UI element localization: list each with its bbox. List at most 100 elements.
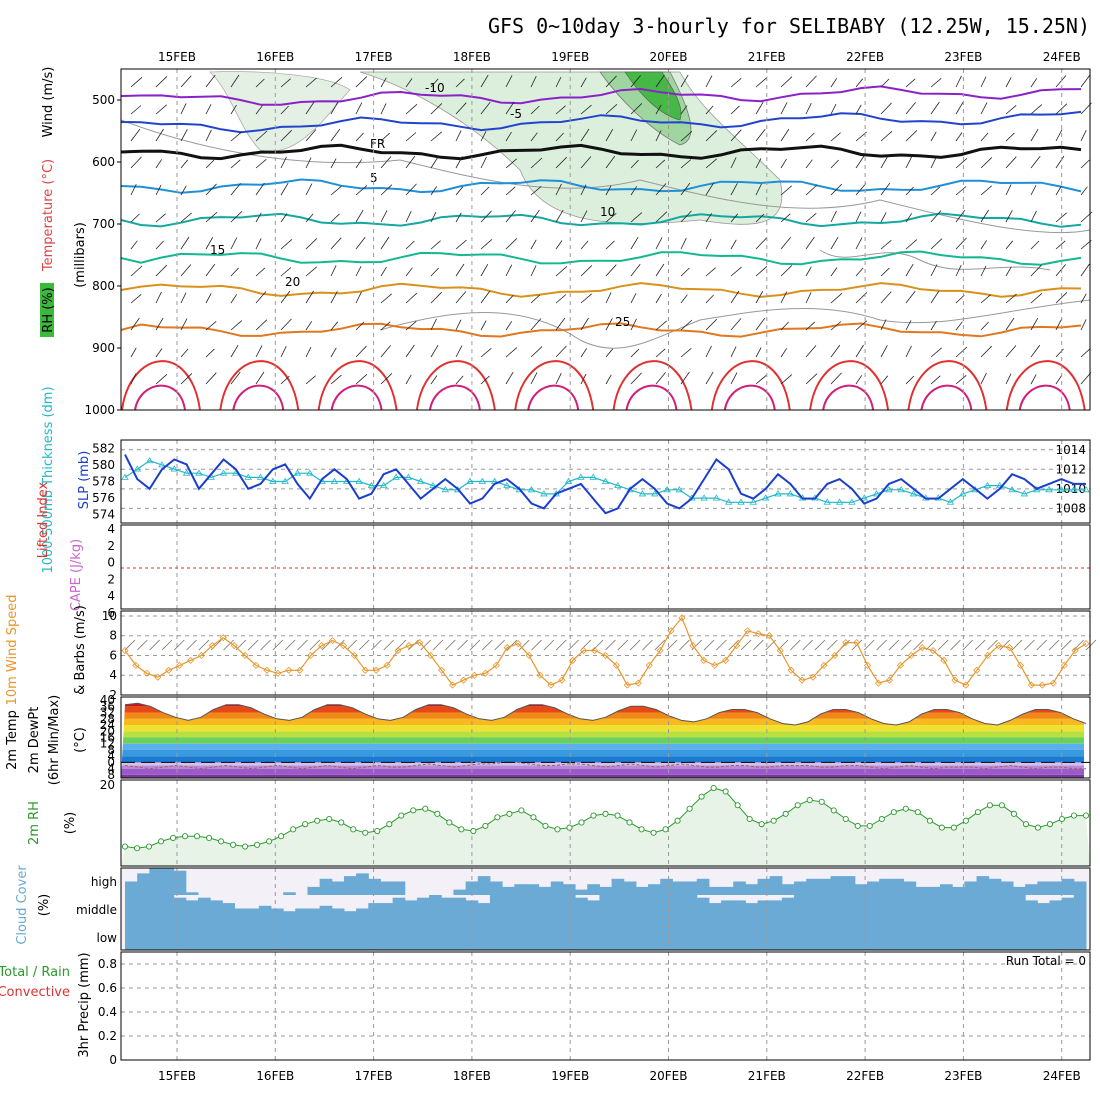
- wind-barb-10m: [617, 639, 629, 651]
- wind-barb: [205, 129, 212, 142]
- wind-barb: [380, 266, 387, 277]
- wind-barb: [805, 212, 817, 223]
- wind-barb-10m: [371, 639, 382, 651]
- wind-barb: [905, 102, 916, 115]
- wind-barb: [505, 238, 518, 250]
- cloud-bar-middle: [149, 895, 162, 922]
- cloud-bar-high: [854, 884, 868, 895]
- wind-barb: [780, 291, 788, 304]
- rh-point: [242, 843, 249, 850]
- cloud-bar-low: [684, 922, 698, 950]
- wind-barb: [505, 210, 516, 223]
- wind-barb-10m: [309, 639, 321, 651]
- cloud-bar-high: [538, 886, 552, 895]
- cloud-bar-low: [733, 922, 746, 950]
- wind-barb: [780, 76, 793, 88]
- wind-barb: [405, 210, 412, 223]
- wind-barb: [405, 104, 418, 115]
- slp-tick-label: 1014: [1055, 443, 1086, 457]
- wind-barb: [155, 374, 168, 385]
- cloud-bar-middle: [380, 903, 394, 922]
- bottom-date-label: 21FEB: [748, 1069, 786, 1083]
- wind-barb: [930, 101, 940, 115]
- wind-speed-point: [328, 637, 337, 645]
- thickness-point: [1033, 486, 1041, 493]
- wind-speed-point: [1016, 661, 1025, 669]
- wind-speed-point: [689, 642, 697, 650]
- cloud-bar-middle: [441, 897, 454, 922]
- cloud-bar-low: [611, 922, 625, 950]
- wind-speed-point: [241, 651, 249, 660]
- thickness-point: [1069, 486, 1078, 493]
- bottom-date-label: 15FEB: [158, 1069, 196, 1083]
- thickness-point: [158, 461, 166, 468]
- wind-barb: [205, 211, 218, 223]
- wind-barb: [555, 240, 563, 250]
- thickness-point: [1008, 486, 1016, 493]
- wind-barb: [205, 74, 216, 88]
- cloud-bar-low: [708, 922, 722, 950]
- cloud-bar-high: [465, 881, 479, 895]
- wind-barb: [630, 263, 641, 277]
- cloud-bar-middle: [489, 895, 503, 922]
- cloud-bar-high: [550, 881, 564, 895]
- wind-barb: [655, 104, 662, 115]
- wind-barb: [1005, 184, 1012, 196]
- wind-barb: [980, 157, 993, 169]
- rh-point: [566, 824, 573, 831]
- wind-barb: [305, 290, 314, 304]
- wind-speed-point: [656, 646, 664, 655]
- rh2m-axis-label: 2m RH: [27, 801, 42, 845]
- wind-speed-point: [143, 669, 151, 677]
- wind-barb: [1080, 372, 1092, 385]
- wind-barb: [705, 105, 714, 115]
- thickness-point: [503, 481, 511, 489]
- rh-point: [446, 819, 453, 826]
- upper-air-y-label: (millibars): [73, 222, 88, 288]
- panel-frame: [120, 610, 1091, 696]
- pressure-tick-label: 500: [92, 93, 115, 107]
- wind-barb: [430, 267, 439, 277]
- cloud-bar-low: [867, 922, 880, 950]
- thickness-point: [367, 481, 376, 489]
- wind-barb-10m: [457, 639, 468, 651]
- wind-barb: [780, 158, 787, 169]
- wind-barb: [355, 132, 364, 142]
- wind-speed-point: [820, 661, 828, 669]
- wind-barb: [330, 347, 337, 358]
- wind-barb: [1080, 74, 1091, 88]
- wind-speed-point: [383, 661, 391, 669]
- wind-barb: [155, 76, 168, 88]
- slp-series-line: [124, 454, 1086, 515]
- wind-barb: [630, 129, 638, 142]
- thickness-point: [675, 486, 684, 493]
- wind-barb: [1080, 263, 1090, 277]
- wind-speed-point: [536, 671, 544, 679]
- rh-point: [650, 829, 657, 836]
- dewpt-axis-label: 2m DewPt: [27, 707, 42, 774]
- rh-axis-label: RH (%): [41, 287, 56, 332]
- cloud-bar-middle: [854, 895, 868, 922]
- cloud-bar-high: [915, 886, 929, 895]
- wind-barb: [980, 132, 989, 142]
- thickness-point: [269, 477, 277, 484]
- wind-barb: [605, 348, 614, 358]
- wind-barb: [130, 293, 142, 304]
- wind-barb: [855, 237, 863, 250]
- cloud-bar-middle: [842, 895, 856, 922]
- wind-barb: [1030, 317, 1039, 331]
- wind-barb: [830, 210, 837, 223]
- wind-barb-10m: [1085, 639, 1097, 651]
- wind-barb: [155, 213, 166, 223]
- wind-barb: [330, 76, 343, 88]
- wind-barb: [1080, 129, 1087, 142]
- wind-barb-10m: [654, 639, 666, 651]
- wind-barb: [530, 372, 538, 385]
- wind-barb: [155, 264, 168, 277]
- wind-barb: [505, 347, 518, 358]
- cloud-bar-high: [599, 886, 613, 895]
- wind-barb-10m: [876, 639, 887, 651]
- cloud-bar-high: [891, 878, 905, 895]
- wind-barb: [955, 101, 964, 115]
- wind-speed-point: [754, 630, 762, 638]
